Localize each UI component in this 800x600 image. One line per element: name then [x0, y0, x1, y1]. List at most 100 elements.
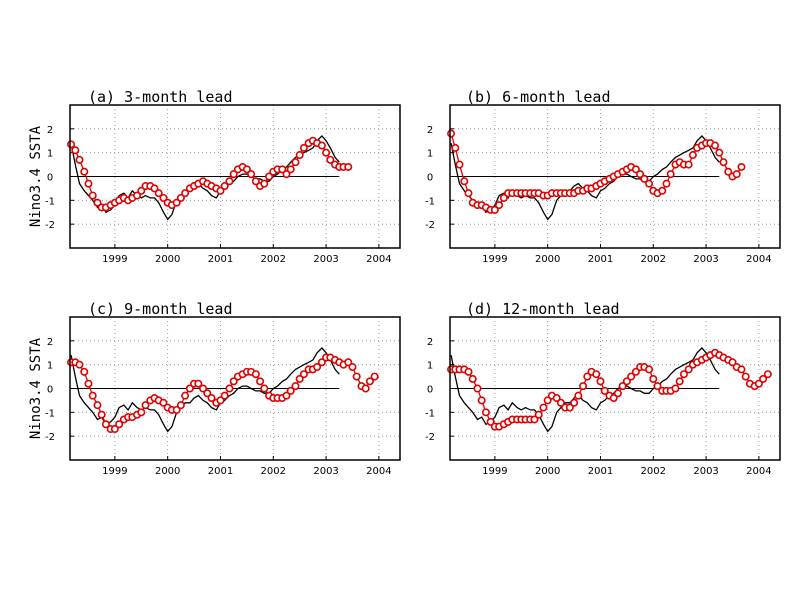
forecast-point: [645, 365, 654, 374]
forecast-point: [251, 370, 260, 379]
forecast-point: [352, 372, 361, 381]
forecast-point: [199, 384, 208, 393]
y-tick-label: -2: [45, 432, 55, 443]
forecast-point: [176, 401, 185, 410]
forecast-point: [216, 186, 225, 195]
forecast-point: [84, 379, 93, 388]
panel-title: (a) 3-month lead: [88, 88, 233, 106]
forecast-point: [600, 386, 609, 395]
forecast-point: [71, 146, 80, 155]
forecast-point: [653, 382, 662, 391]
forecast-point: [679, 370, 688, 379]
forecast-point: [88, 391, 97, 400]
chart-panel: 1999 2000 2001 2002 2003 2004 -2 -1 0 1 2 (c) 9-mon…: [28, 300, 401, 477]
forecast-point: [447, 129, 456, 138]
forecast-point: [671, 384, 680, 393]
forecast-point: [530, 415, 539, 424]
forecast-point: [754, 379, 763, 388]
y-tick-label: 2: [47, 125, 53, 136]
forecast-point: [631, 367, 640, 376]
forecast-point: [741, 372, 750, 381]
y-tick-label: 0: [427, 385, 433, 396]
forecast-point: [97, 410, 106, 419]
x-tick-label: 2002: [261, 254, 286, 265]
forecast-point: [317, 358, 326, 367]
panel-title: (d) 12-month lead: [466, 300, 620, 318]
y-axis-label: Nino3.4 SSTA: [28, 125, 44, 227]
forecast-point: [556, 398, 565, 407]
forecast-point: [499, 193, 508, 202]
forecast-point: [468, 374, 477, 383]
chart-panel: 1999 2000 2001 2002 2003 2004 -2 -1 0 1 2 (d) 12-mo…: [425, 300, 781, 477]
forecast-point: [715, 148, 724, 157]
forecast-point: [194, 379, 203, 388]
forecast-point: [141, 401, 150, 410]
forecast-point: [763, 370, 772, 379]
forecast-point: [282, 391, 291, 400]
x-tick-label: 2000: [535, 466, 560, 477]
forecast-point: [370, 372, 379, 381]
x-tick-label: 2002: [641, 466, 666, 477]
forecast-point: [565, 403, 574, 412]
forecast-point: [286, 165, 295, 174]
forecast-point: [365, 377, 374, 386]
observed-series-line: [70, 347, 340, 433]
forecast-point: [684, 160, 693, 169]
forecast-point: [88, 191, 97, 200]
plot-frame: [449, 316, 781, 461]
forecast-point: [645, 179, 654, 188]
forecast-point: [225, 177, 234, 186]
x-tick-label: 2003: [693, 254, 718, 265]
forecast-point: [172, 198, 181, 207]
x-tick-label: 2000: [155, 254, 180, 265]
forecast-point: [732, 170, 741, 179]
forecast-point: [282, 170, 291, 179]
y-tick-label: 0: [47, 385, 53, 396]
y-tick-label: -1: [45, 408, 55, 419]
forecast-point: [159, 398, 168, 407]
forecast-point: [631, 165, 640, 174]
forecast-point: [299, 370, 308, 379]
y-tick-label: -2: [45, 220, 55, 231]
forecast-point: [229, 377, 238, 386]
forecast-point: [220, 391, 229, 400]
forecast-point: [658, 186, 667, 195]
forecast-point: [688, 151, 697, 160]
forecast-point: [93, 401, 102, 410]
forecast-point: [627, 372, 636, 381]
y-tick-label: 2: [47, 337, 53, 348]
forecast-point: [242, 165, 251, 174]
forecast-point: [251, 177, 260, 186]
x-tick-label: 2004: [746, 254, 771, 265]
forecast-point: [460, 177, 469, 186]
forecast-point: [583, 372, 592, 381]
x-tick-label: 1999: [102, 466, 127, 477]
forecast-point: [711, 141, 720, 150]
x-tick-label: 2002: [261, 466, 286, 477]
forecast-point: [216, 396, 225, 405]
forecast-point: [543, 396, 552, 405]
forecast-point: [225, 384, 234, 393]
x-tick-label: 2003: [693, 466, 718, 477]
y-axis-label: Nino3.4 SSTA: [28, 337, 44, 439]
forecast-point: [675, 377, 684, 386]
forecast-point: [737, 365, 746, 374]
forecast-point: [207, 394, 216, 403]
forecast-point: [570, 398, 579, 407]
forecast-point: [574, 391, 583, 400]
forecast-point: [728, 358, 737, 367]
forecast-point: [592, 370, 601, 379]
forecast-point: [534, 410, 543, 419]
forecast-point: [737, 162, 746, 171]
x-tick-label: 1999: [482, 254, 507, 265]
forecast-point: [719, 158, 728, 167]
forecast-point: [295, 374, 304, 383]
panel-title: (b) 6-month lead: [466, 88, 611, 106]
forecast-point: [666, 170, 675, 179]
x-tick-label: 2001: [588, 466, 613, 477]
forecast-point: [67, 140, 76, 149]
forecast-point: [137, 186, 146, 195]
forecast-point: [278, 165, 287, 174]
forecast-point: [185, 384, 194, 393]
